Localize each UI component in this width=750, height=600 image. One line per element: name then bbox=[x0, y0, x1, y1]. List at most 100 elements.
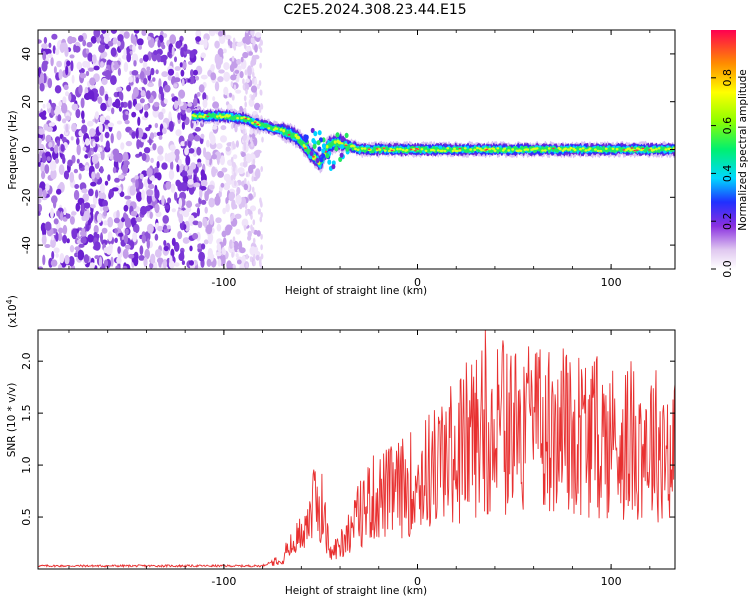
spectrogram-noise-cell bbox=[184, 147, 189, 156]
spectrogram-noise-cell bbox=[168, 111, 172, 123]
spectrogram-ridge-cell bbox=[356, 148, 360, 151]
y-tick-label: 1.5 bbox=[20, 404, 33, 422]
spectrogram-noise-cell bbox=[110, 256, 114, 267]
spectrogram-noise-cell bbox=[243, 43, 247, 50]
spectrogram-noise-cell bbox=[260, 103, 263, 109]
spectrogram-noise-cell bbox=[158, 135, 163, 140]
spectrogram-noise-cell bbox=[114, 177, 120, 183]
spectrogram-ridge-cell bbox=[253, 121, 257, 123]
spectrogram-ridge-cell bbox=[251, 121, 254, 125]
spectrogram-noise-cell bbox=[93, 224, 99, 234]
spectrogram-noise-cell bbox=[138, 181, 144, 190]
spectrogram-ridge-cell bbox=[339, 152, 344, 158]
spectrogram-ridge-cell bbox=[672, 147, 675, 150]
spectrogram-ridge-cell bbox=[206, 115, 210, 118]
spectrogram-noise-cell bbox=[109, 155, 114, 160]
spectrogram-noise-cell bbox=[261, 136, 264, 143]
spectrogram-noise-cell bbox=[185, 200, 193, 208]
spectrogram-noise-cell bbox=[68, 255, 75, 267]
spectrogram-noise-cell bbox=[98, 123, 103, 133]
spectrogram-ridge-cell bbox=[334, 146, 339, 152]
spectrogram-noise-cell bbox=[223, 62, 230, 71]
spectrogram-noise-cell bbox=[198, 251, 206, 262]
spectrogram-noise-cell bbox=[253, 191, 256, 198]
spectrogram-noise-cell bbox=[38, 187, 43, 197]
spectrogram-ridge-cell bbox=[655, 148, 658, 151]
spectrogram-cells bbox=[38, 30, 675, 269]
spectrogram-ridge-cell bbox=[657, 147, 661, 150]
spectrogram-noise-cell bbox=[38, 39, 42, 44]
spectrogram-noise-cell bbox=[138, 151, 143, 157]
spectrogram-noise-cell bbox=[101, 239, 108, 246]
spectrogram-noise-cell bbox=[124, 195, 132, 200]
spectrogram-noise-cell bbox=[141, 189, 146, 201]
spectrogram-noise-cell bbox=[242, 51, 249, 59]
spectrogram-noise-cell bbox=[48, 141, 53, 148]
spectrogram-noise-cell bbox=[239, 71, 244, 79]
spectrogram-noise-cell bbox=[204, 190, 209, 202]
spectrogram-ridge-cell bbox=[503, 147, 506, 150]
spectrogram-noise-cell bbox=[104, 131, 110, 139]
spectrogram-noise-cell bbox=[131, 131, 136, 139]
spectrogram-ridge-cell bbox=[244, 117, 248, 120]
spectrogram-noise-cell bbox=[162, 127, 167, 135]
spectrogram-noise-cell bbox=[249, 246, 257, 256]
spectrogram-noise-cell bbox=[100, 133, 104, 143]
spectrogram-noise-cell bbox=[108, 188, 114, 198]
spectrogram-ridge-cell bbox=[247, 117, 250, 121]
spectrogram-ridge-cell bbox=[339, 144, 344, 150]
spectrogram-noise-cell bbox=[218, 69, 225, 74]
spectrogram-noise-cell bbox=[174, 262, 180, 267]
spectrogram-ridge-cell bbox=[599, 149, 603, 153]
spectrogram-noise-cell bbox=[174, 148, 180, 156]
spectrogram-noise-cell bbox=[253, 253, 256, 260]
spectrogram-noise-cell bbox=[114, 237, 118, 243]
spectrogram-noise-cell bbox=[174, 66, 181, 71]
spectrogram-noise-cell bbox=[247, 235, 252, 241]
spectrogram-noise-cell bbox=[118, 174, 125, 180]
spectrogram-noise-cell bbox=[58, 227, 64, 234]
spectrogram-noise-cell bbox=[85, 223, 90, 232]
spectrogram-noise-cell bbox=[189, 50, 195, 59]
spectrogram-ridge-cell bbox=[458, 147, 462, 150]
spectrogram-noise-cell bbox=[99, 166, 104, 174]
spectrogram-noise-cell bbox=[155, 69, 159, 75]
spectrogram-noise-cell bbox=[226, 104, 233, 110]
spectrogram-noise-cell bbox=[251, 186, 255, 193]
spectrogram-noise-cell bbox=[51, 234, 55, 241]
spectrogram-noise-cell bbox=[253, 137, 258, 147]
spectrogram-noise-cell bbox=[120, 142, 125, 150]
spectrogram-noise-cell bbox=[244, 46, 252, 52]
spectrogram-noise-cell bbox=[163, 245, 169, 252]
spectrogram-noise-cell bbox=[70, 60, 74, 72]
spectrogram-noise-cell bbox=[57, 264, 63, 269]
spectrogram-ridge-cell bbox=[615, 148, 619, 151]
spectrogram-noise-cell bbox=[84, 202, 91, 209]
spectrogram-noise-cell bbox=[135, 216, 143, 223]
spectrogram-noise-cell bbox=[91, 171, 96, 180]
spectrogram-noise-cell bbox=[56, 60, 62, 68]
y-tick-label: -20 bbox=[20, 188, 33, 206]
spectrogram-noise-cell bbox=[51, 33, 58, 40]
y-tick-label: 0.5 bbox=[20, 508, 33, 526]
spectrogram-ridge-cell bbox=[648, 149, 651, 151]
spectrogram-ridge-cell bbox=[325, 153, 330, 159]
spectrogram-noise-cell bbox=[145, 69, 151, 76]
spectrogram-noise-cell bbox=[88, 188, 94, 197]
spectrogram-noise-cell bbox=[259, 62, 262, 69]
spectrogram-noise-cell bbox=[48, 42, 52, 48]
spectrogram-noise-cell bbox=[107, 174, 111, 182]
spectrogram-noise-cell bbox=[86, 41, 93, 48]
spectrogram-ridge-cell bbox=[501, 149, 505, 152]
spectrogram-noise-cell bbox=[232, 94, 235, 101]
spectrogram-noise-cell bbox=[80, 236, 87, 244]
spectrogram-noise-cell bbox=[220, 135, 227, 143]
spectrogram-noise-cell bbox=[229, 63, 235, 73]
spectrogram-noise-cell bbox=[50, 237, 56, 249]
spectrogram-noise-cell bbox=[140, 90, 146, 97]
spectrogram-y-label: Frequency (Hz) bbox=[7, 110, 19, 189]
spectrogram-noise-cell bbox=[62, 96, 67, 105]
spectrogram-noise-cell bbox=[229, 92, 232, 98]
chart-title: C2E5.2024.308.23.44.E15 bbox=[283, 2, 467, 18]
spectrogram-noise-cell bbox=[200, 74, 208, 80]
